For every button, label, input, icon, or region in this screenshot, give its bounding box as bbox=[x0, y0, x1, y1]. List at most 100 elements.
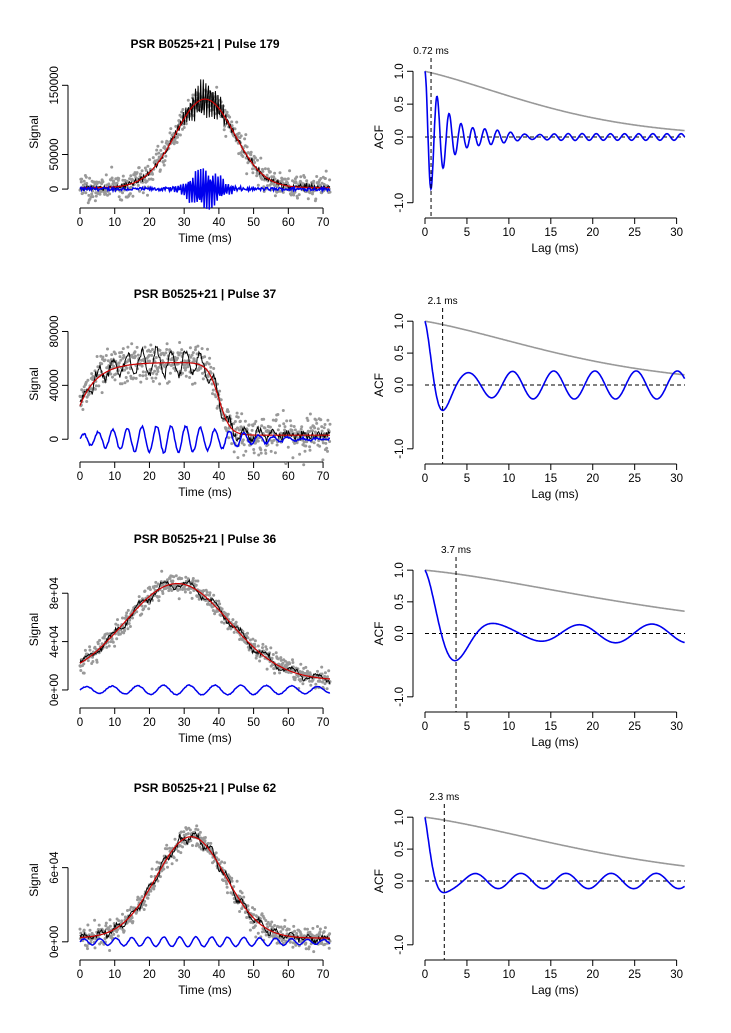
x-tick-label: 10 bbox=[108, 217, 121, 229]
scatter-point bbox=[141, 370, 145, 374]
scatter-point bbox=[85, 181, 89, 185]
scatter-point bbox=[256, 644, 260, 648]
raw-signal-line bbox=[79, 345, 331, 443]
scatter-point bbox=[210, 382, 214, 386]
scatter-point bbox=[261, 642, 265, 646]
scatter-point bbox=[247, 423, 251, 427]
scatter-point bbox=[144, 370, 148, 374]
scatter-point bbox=[230, 879, 234, 883]
scatter-point bbox=[110, 165, 114, 169]
scatter-point bbox=[292, 924, 296, 928]
scatter-point bbox=[327, 669, 331, 673]
x-tick-label: 15 bbox=[544, 969, 557, 981]
scatter-point bbox=[276, 413, 280, 416]
scatter-point bbox=[202, 589, 206, 593]
scatter-point bbox=[292, 425, 296, 428]
scatter-point bbox=[209, 847, 213, 851]
scatter-point bbox=[273, 194, 277, 198]
scatter-point bbox=[272, 175, 276, 179]
scatter-point bbox=[226, 612, 230, 616]
scatter-point bbox=[299, 677, 303, 681]
scatter-point bbox=[286, 177, 290, 181]
scatter-point bbox=[228, 115, 232, 119]
scatter-point bbox=[276, 657, 280, 661]
scatter-point bbox=[246, 636, 250, 640]
scatter-point bbox=[94, 384, 98, 388]
scatter-point bbox=[301, 682, 305, 686]
scatter-point bbox=[327, 946, 331, 950]
scatter-point bbox=[209, 371, 213, 375]
scatter-point bbox=[217, 858, 221, 862]
scatter-point bbox=[226, 410, 230, 414]
scatter-point bbox=[190, 596, 194, 600]
scatter-point bbox=[160, 140, 164, 144]
scatter-point bbox=[230, 124, 234, 128]
scatter-point bbox=[85, 944, 89, 948]
y-tick-label: 0 bbox=[49, 186, 61, 192]
scatter-point bbox=[214, 395, 218, 399]
raw-signal-line bbox=[79, 79, 331, 192]
x-axis-label: Time (ms) bbox=[178, 731, 232, 745]
scatter-point bbox=[140, 604, 144, 608]
scatter-point bbox=[81, 408, 85, 411]
scatter-point bbox=[107, 927, 111, 931]
scatter-point bbox=[112, 364, 116, 368]
scatter-point bbox=[176, 135, 179, 139]
scatter-point bbox=[138, 373, 142, 377]
scatter-point bbox=[148, 350, 152, 353]
scatter-point bbox=[116, 618, 119, 622]
scatter-point bbox=[279, 656, 283, 660]
scatter-point bbox=[258, 917, 262, 921]
scatter-point bbox=[259, 156, 263, 160]
scatter-point bbox=[270, 656, 274, 660]
x-tick-label: 40 bbox=[212, 717, 225, 729]
scatter-point bbox=[288, 169, 292, 173]
y-tick-label: 80000 bbox=[49, 315, 61, 347]
scatter-point bbox=[324, 169, 328, 173]
scatter-point bbox=[319, 177, 323, 180]
scatter-point bbox=[87, 933, 91, 937]
scatter-point bbox=[230, 876, 234, 880]
scatter-point bbox=[249, 153, 253, 157]
scatter-point bbox=[230, 442, 234, 446]
scatter-point bbox=[117, 177, 121, 180]
x-tick-label: 70 bbox=[317, 717, 330, 729]
scatter-point bbox=[201, 371, 204, 375]
scatter-point bbox=[239, 134, 243, 138]
scatter-point bbox=[234, 620, 238, 624]
scatter-point bbox=[113, 352, 117, 356]
scatter-point bbox=[176, 849, 180, 853]
scatter-point bbox=[232, 630, 236, 634]
scatter-point bbox=[103, 189, 107, 193]
scatter-point bbox=[193, 348, 197, 352]
scatter-point bbox=[133, 350, 137, 354]
scatter-point bbox=[184, 374, 188, 378]
scatter-point bbox=[83, 648, 87, 652]
x-tick-label: 5 bbox=[464, 473, 470, 485]
scatter-point bbox=[98, 638, 102, 642]
scatter-point bbox=[231, 618, 235, 622]
scatter-point bbox=[122, 631, 126, 635]
scatter-point bbox=[111, 375, 114, 379]
scatter-point bbox=[145, 179, 149, 183]
x-axis-label: Lag (ms) bbox=[531, 983, 578, 997]
scatter-point bbox=[320, 665, 324, 669]
x-tick-label: 10 bbox=[502, 969, 515, 981]
scatter-point bbox=[123, 381, 127, 385]
scatter-point bbox=[164, 587, 168, 590]
scatter-point bbox=[147, 893, 151, 897]
scatter-point bbox=[129, 174, 133, 178]
scatter-point bbox=[242, 443, 246, 447]
scatter-point bbox=[158, 348, 162, 352]
y-tick-label: -1.0 bbox=[394, 193, 406, 213]
scatter-point bbox=[306, 419, 310, 422]
raw-signal-line bbox=[79, 578, 331, 685]
scatter-point bbox=[93, 918, 97, 922]
scatter-point bbox=[120, 350, 124, 354]
scatter-point bbox=[219, 398, 223, 402]
scatter-point bbox=[177, 119, 181, 123]
scatter-point bbox=[218, 389, 222, 393]
chart-title: PSR B0525+21 | Pulse 37 bbox=[134, 287, 277, 301]
scatter-point bbox=[253, 924, 257, 928]
scatter-point bbox=[182, 126, 186, 129]
